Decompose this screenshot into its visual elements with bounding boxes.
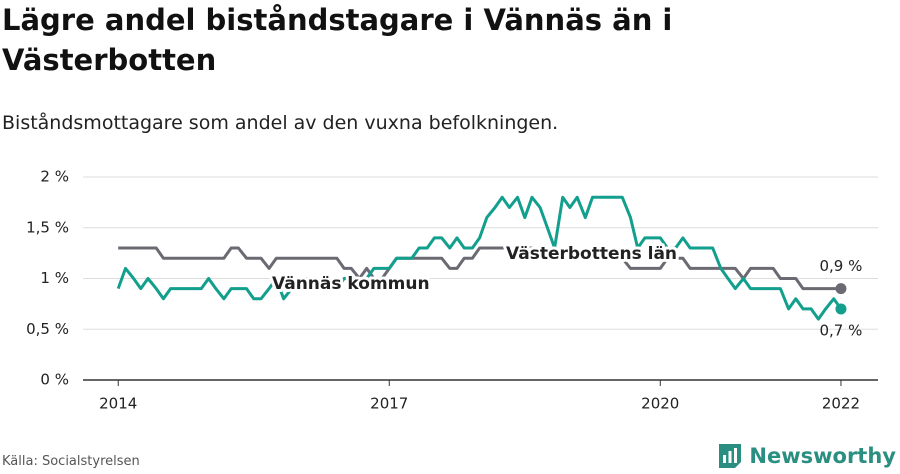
x-tick-label: 2014 xyxy=(99,395,137,413)
y-tick-label: 1,5 % xyxy=(26,218,69,236)
source: Källa: Socialstyrelsen xyxy=(2,454,140,469)
x-tick-label: 2022 xyxy=(822,395,860,413)
end-label: 0,9 % xyxy=(820,257,863,275)
y-tick-label: 0 % xyxy=(40,371,69,389)
brand-name: Newsworthy xyxy=(749,444,896,468)
y-tick-label: 2 % xyxy=(40,168,69,186)
brand-icon xyxy=(719,444,742,468)
y-tick-label: 0,5 % xyxy=(26,320,69,338)
subtitle: Biståndsmottagare som andel av den vuxna… xyxy=(2,112,559,134)
series-line xyxy=(116,195,843,321)
series-label: Västerbottens län xyxy=(506,244,677,264)
y-tick-label: 1 % xyxy=(40,269,69,287)
x-tick-label: 2017 xyxy=(370,395,408,413)
x-tick-label: 2020 xyxy=(641,395,679,413)
title: Lägre andel biståndstagare i Vännäs än i… xyxy=(2,3,673,77)
series-label: Vännäs kommun xyxy=(272,274,430,294)
end-label: 0,7 % xyxy=(820,321,863,339)
end-dot xyxy=(835,283,847,295)
brand: Newsworthy xyxy=(717,442,896,470)
end-dot xyxy=(835,303,847,315)
